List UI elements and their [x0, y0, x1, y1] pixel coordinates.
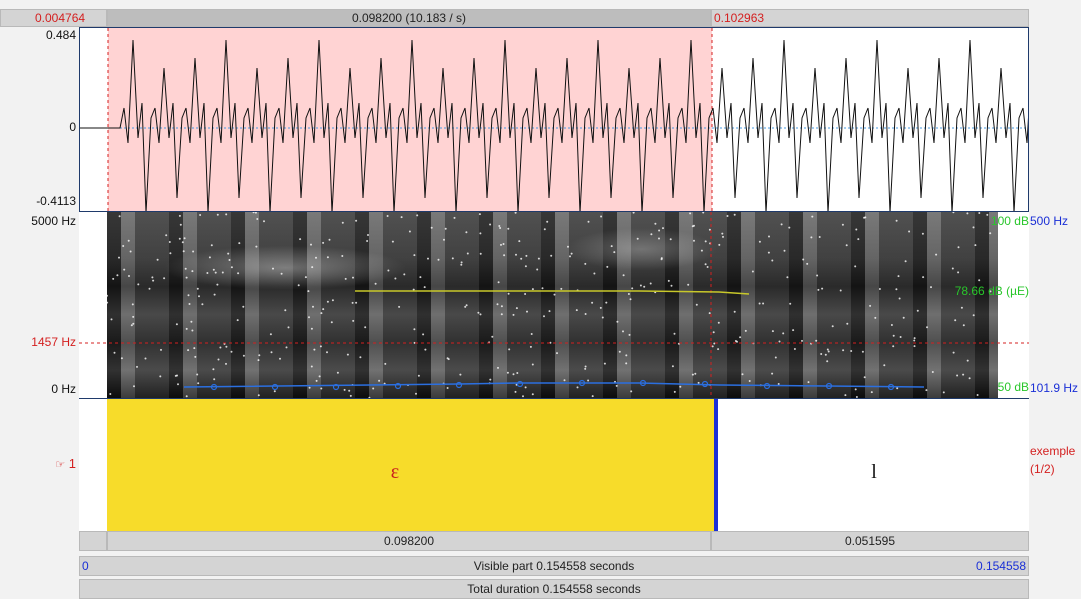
- intensity-mid-label: 78.66 dB (µE): [954, 284, 1029, 298]
- tier-panel[interactable]: ɛ l: [79, 398, 1029, 531]
- pitch-point: [455, 381, 463, 389]
- intensity-bottom-label: 50 dB: [997, 380, 1029, 394]
- pitch-point: [887, 383, 895, 391]
- spectrogram-overlay: [79, 212, 1029, 398]
- selection-duration: 0.098200 (10.183 / s): [351, 11, 467, 25]
- pitch-point: [639, 379, 647, 387]
- tier-interval-selected[interactable]: [107, 399, 715, 531]
- pitch-point: [763, 382, 771, 390]
- total-duration-label: Total duration 0.154558 seconds: [467, 582, 641, 596]
- pitch-point: [516, 380, 524, 388]
- interval-2-duration: 0.051595: [844, 534, 896, 548]
- intensity-top-label: 100 dB: [990, 214, 1029, 228]
- interval-2-duration-box[interactable]: 0.051595: [711, 531, 1029, 551]
- interval-1-duration-box[interactable]: 0.098200: [107, 531, 711, 551]
- tier-boundary[interactable]: [714, 399, 718, 531]
- selection-duration-box[interactable]: 0.098200 (10.183 / s): [107, 9, 711, 27]
- visible-start: 0: [82, 559, 89, 573]
- pitch-top-label: 500 Hz: [1030, 214, 1069, 228]
- waveform-ymax-label: 0.484: [45, 28, 76, 42]
- interval-margin-box[interactable]: [79, 531, 107, 551]
- pointing-hand-icon: ☞: [55, 459, 66, 471]
- waveform-trace: [80, 28, 1028, 211]
- waveform-panel[interactable]: [79, 27, 1029, 212]
- pitch-point: [271, 383, 279, 391]
- interval-1-duration: 0.098200: [383, 534, 435, 548]
- tier-number-label[interactable]: ☞ 1: [40, 456, 76, 471]
- selection-end-time-box[interactable]: 0.102963: [711, 9, 1029, 27]
- pitch-point: [701, 380, 709, 388]
- pitch-point: [394, 382, 402, 390]
- spectrogram-freq-top-label: 5000 Hz: [31, 214, 76, 228]
- pitch-point: [210, 383, 218, 391]
- tier-count: (1/2): [1030, 462, 1055, 476]
- waveform-yzero-label: 0: [69, 120, 76, 134]
- spectrogram-image: [107, 212, 998, 398]
- waveform-ymin-label: -0.4113: [36, 194, 76, 208]
- selection-start-time-box[interactable]: 0.004764: [0, 9, 107, 27]
- tier-name: exemple: [1030, 444, 1076, 458]
- spectrogram-cursor-freq-label: 1457 Hz: [31, 335, 76, 349]
- pitch-bottom-label: 101.9 Hz: [1030, 381, 1079, 395]
- spectrogram-panel[interactable]: 100 dB 78.66 dB (µE) 50 dB: [79, 212, 1029, 398]
- tier-interval-1-text[interactable]: ɛ: [390, 461, 400, 483]
- selection-start-time: 0.004764: [35, 11, 86, 25]
- pitch-point: [332, 383, 340, 391]
- tier-number: 1: [68, 456, 76, 471]
- visible-part-bar[interactable]: 0 Visible part 0.154558 seconds 0.154558: [79, 556, 1029, 576]
- selection-end-time: 0.102963: [714, 11, 765, 25]
- visible-end: 0.154558: [975, 559, 1026, 573]
- pitch-point: [578, 379, 586, 387]
- spectrogram-freq-bottom-label: 0 Hz: [51, 382, 76, 396]
- tier-interval-2-text[interactable]: l: [871, 461, 877, 483]
- total-duration-bar[interactable]: Total duration 0.154558 seconds: [79, 579, 1029, 599]
- visible-part-label: Visible part 0.154558 seconds: [473, 559, 635, 573]
- pitch-point: [825, 382, 833, 390]
- selection-highlight: [108, 28, 712, 211]
